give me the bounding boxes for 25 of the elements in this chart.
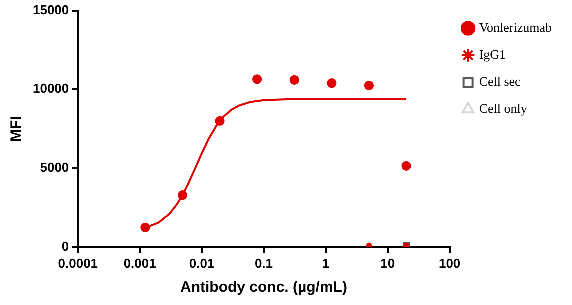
x-tick-label: 0.1 xyxy=(254,256,274,271)
point xyxy=(252,74,262,84)
x-tick-label: 10 xyxy=(380,256,396,271)
point xyxy=(327,78,337,88)
y-tick-label: 10000 xyxy=(32,81,70,96)
y-tick-label: 15000 xyxy=(32,2,70,18)
legend-label: Cell sec xyxy=(479,74,522,89)
point xyxy=(364,80,374,91)
x-tick-label: 0.001 xyxy=(124,256,156,271)
legend-label: Cell only xyxy=(479,100,528,116)
y-tick-label: 5000 xyxy=(40,160,70,176)
x-tick-label: 100 xyxy=(438,256,461,271)
x-axis-title: Antibody conc. (µg/mL) xyxy=(180,279,348,296)
point xyxy=(402,161,412,171)
x-tick-label: 0.01 xyxy=(189,256,215,271)
point xyxy=(290,75,300,86)
point xyxy=(215,116,225,126)
point xyxy=(140,222,150,232)
point xyxy=(178,190,188,200)
legend-label: Vonlerizumab xyxy=(479,20,552,35)
y-tick-label: 0 xyxy=(62,238,70,254)
x-tick-label: 0.0001 xyxy=(58,256,98,271)
y-axis-title: MFI xyxy=(8,116,26,142)
x-tick-label: 1 xyxy=(322,256,330,271)
legend-label: IgG1 xyxy=(479,46,506,62)
